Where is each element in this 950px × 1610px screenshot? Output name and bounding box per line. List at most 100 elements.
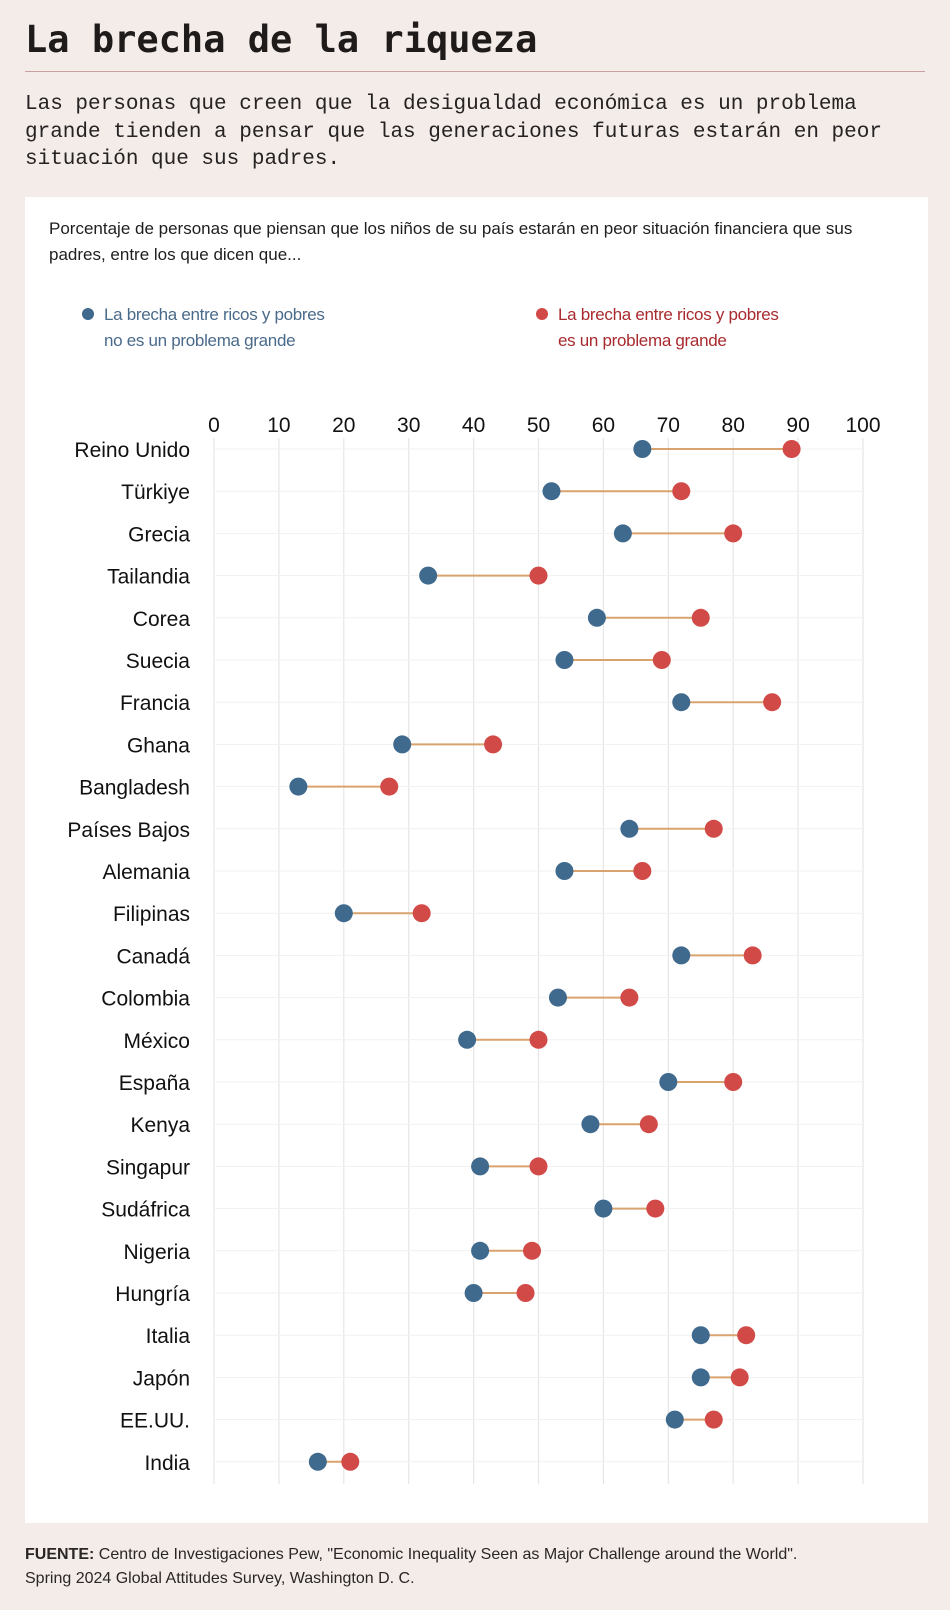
x-tick-label: 100 bbox=[845, 414, 880, 437]
chart-row: España bbox=[119, 1072, 863, 1095]
dot-big-problem bbox=[633, 862, 652, 880]
country-label: España bbox=[119, 1072, 191, 1095]
country-label: Japón bbox=[133, 1367, 190, 1390]
dot-big-problem bbox=[743, 946, 762, 965]
legend-line-1: La brecha entre ricos y pobres bbox=[558, 305, 779, 324]
chart-row: México bbox=[123, 1030, 863, 1053]
country-label: Colombia bbox=[101, 988, 190, 1011]
chart-row: EE.UU. bbox=[120, 1410, 863, 1433]
dot-big-problem bbox=[763, 693, 782, 712]
country-label: Tailandia bbox=[107, 566, 190, 589]
chart-row: Colombia bbox=[101, 988, 863, 1011]
dot-big-problem bbox=[704, 819, 723, 838]
dot-big-problem bbox=[691, 608, 710, 627]
chart-description: Porcentaje de personas que piensan que l… bbox=[49, 219, 853, 264]
dot-big-problem bbox=[672, 482, 691, 501]
x-axis-ticks: 0 10 20 30 40 50 60 70 80 90 100 bbox=[208, 414, 880, 437]
chart-row: Filipinas bbox=[113, 903, 863, 926]
dot-not-big-problem bbox=[548, 988, 567, 1007]
dot-not-big-problem bbox=[471, 1157, 490, 1176]
country-label: Países Bajos bbox=[67, 819, 190, 842]
x-tick-label: 90 bbox=[786, 414, 809, 437]
chart-row: Francia bbox=[120, 692, 863, 715]
dot-not-big-problem bbox=[555, 651, 574, 669]
dot-not-big-problem bbox=[289, 777, 308, 796]
chart-rows: Reino Unido Türkiye Grecia Tailandia Corea Su… bbox=[67, 439, 863, 1475]
dot-not-big-problem bbox=[471, 1241, 490, 1260]
dot-big-problem bbox=[639, 1115, 658, 1134]
chart-row: Türkiye bbox=[121, 481, 863, 504]
country-label: Bangladesh bbox=[79, 777, 190, 800]
dot-big-problem bbox=[529, 1030, 548, 1049]
chart-row: Ghana bbox=[127, 734, 863, 757]
dot-big-problem bbox=[620, 988, 639, 1007]
dot-not-big-problem bbox=[633, 440, 652, 458]
chart-row: Japón bbox=[133, 1367, 863, 1390]
country-label: Alemania bbox=[102, 861, 190, 884]
dot-not-big-problem bbox=[581, 1115, 600, 1134]
dot-big-problem bbox=[652, 651, 671, 669]
dot-not-big-problem bbox=[308, 1452, 327, 1471]
chart-row: Nigeria bbox=[123, 1241, 863, 1264]
source-text: Centro de Investigaciones Pew, "Economic… bbox=[94, 1546, 798, 1563]
country-label: Hungría bbox=[115, 1283, 190, 1306]
chart-row: Sudáfrica bbox=[101, 1199, 863, 1222]
x-tick-label: 10 bbox=[267, 414, 290, 437]
legend-line-1: La brecha entre ricos y pobres bbox=[104, 305, 325, 324]
legend-line-2: no es un problema grande bbox=[104, 331, 296, 350]
country-label: México bbox=[123, 1030, 190, 1053]
chart-panel bbox=[25, 197, 928, 1523]
x-tick-label: 50 bbox=[527, 414, 550, 437]
dot-not-big-problem bbox=[691, 1368, 710, 1387]
chart-row: Hungría bbox=[115, 1283, 863, 1306]
dot-not-big-problem bbox=[613, 524, 632, 543]
chart-row: Países Bajos bbox=[67, 819, 863, 842]
chart-row: Suecia bbox=[126, 650, 863, 673]
dot-not-big-problem bbox=[458, 1030, 477, 1049]
x-tick-label: 0 bbox=[208, 414, 220, 437]
x-tick-label: 30 bbox=[397, 414, 420, 437]
dot-big-problem bbox=[529, 566, 548, 585]
x-tick-label: 40 bbox=[462, 414, 485, 437]
country-label: Nigeria bbox=[123, 1241, 190, 1264]
dot-not-big-problem bbox=[691, 1326, 710, 1345]
source-footer: FUENTE: Centro de Investigaciones Pew, "… bbox=[25, 1543, 935, 1591]
country-label: Reino Unido bbox=[74, 439, 190, 462]
dot-big-problem bbox=[704, 1410, 723, 1429]
country-label: Filipinas bbox=[113, 903, 190, 926]
page-subtitle: Las personas que creen que la desigualda… bbox=[25, 93, 882, 171]
dot-big-problem bbox=[529, 1157, 548, 1176]
legend-item-big-problem: La brecha entre ricos y pobres es un pro… bbox=[536, 302, 779, 354]
dot-not-big-problem bbox=[659, 1073, 678, 1091]
country-label: Grecia bbox=[128, 523, 190, 546]
dot-big-problem bbox=[730, 1368, 749, 1387]
legend-dot-blue-icon bbox=[82, 308, 94, 320]
legend-item-not-big-problem: La brecha entre ricos y pobres no es un … bbox=[82, 302, 325, 354]
chart-row: Alemania bbox=[102, 861, 863, 884]
legend-label-big-problem: La brecha entre ricos y pobres es un pro… bbox=[558, 302, 779, 354]
country-label: Suecia bbox=[126, 650, 191, 673]
x-tick-label: 20 bbox=[332, 414, 355, 437]
title-divider bbox=[25, 71, 925, 72]
dot-not-big-problem bbox=[419, 566, 438, 585]
dot-big-problem bbox=[412, 904, 431, 923]
dot-big-problem bbox=[782, 440, 801, 458]
country-label: Türkiye bbox=[121, 481, 190, 504]
dot-big-problem bbox=[341, 1452, 360, 1471]
chart-row: Reino Unido bbox=[74, 439, 863, 462]
country-label: Francia bbox=[120, 692, 190, 715]
x-tick-label: 80 bbox=[722, 414, 745, 437]
chart-row: Singapur bbox=[106, 1156, 863, 1179]
dot-not-big-problem bbox=[555, 862, 574, 880]
dot-not-big-problem bbox=[620, 819, 639, 838]
chart-row: Kenya bbox=[130, 1114, 863, 1137]
source-label: FUENTE: bbox=[25, 1546, 95, 1563]
dot-not-big-problem bbox=[393, 735, 412, 754]
x-tick-label: 70 bbox=[657, 414, 680, 437]
dot-not-big-problem bbox=[594, 1199, 613, 1218]
country-label: Italia bbox=[146, 1325, 191, 1348]
dot-not-big-problem bbox=[334, 904, 353, 923]
dot-not-big-problem bbox=[542, 482, 561, 501]
country-label: Sudáfrica bbox=[101, 1199, 190, 1222]
